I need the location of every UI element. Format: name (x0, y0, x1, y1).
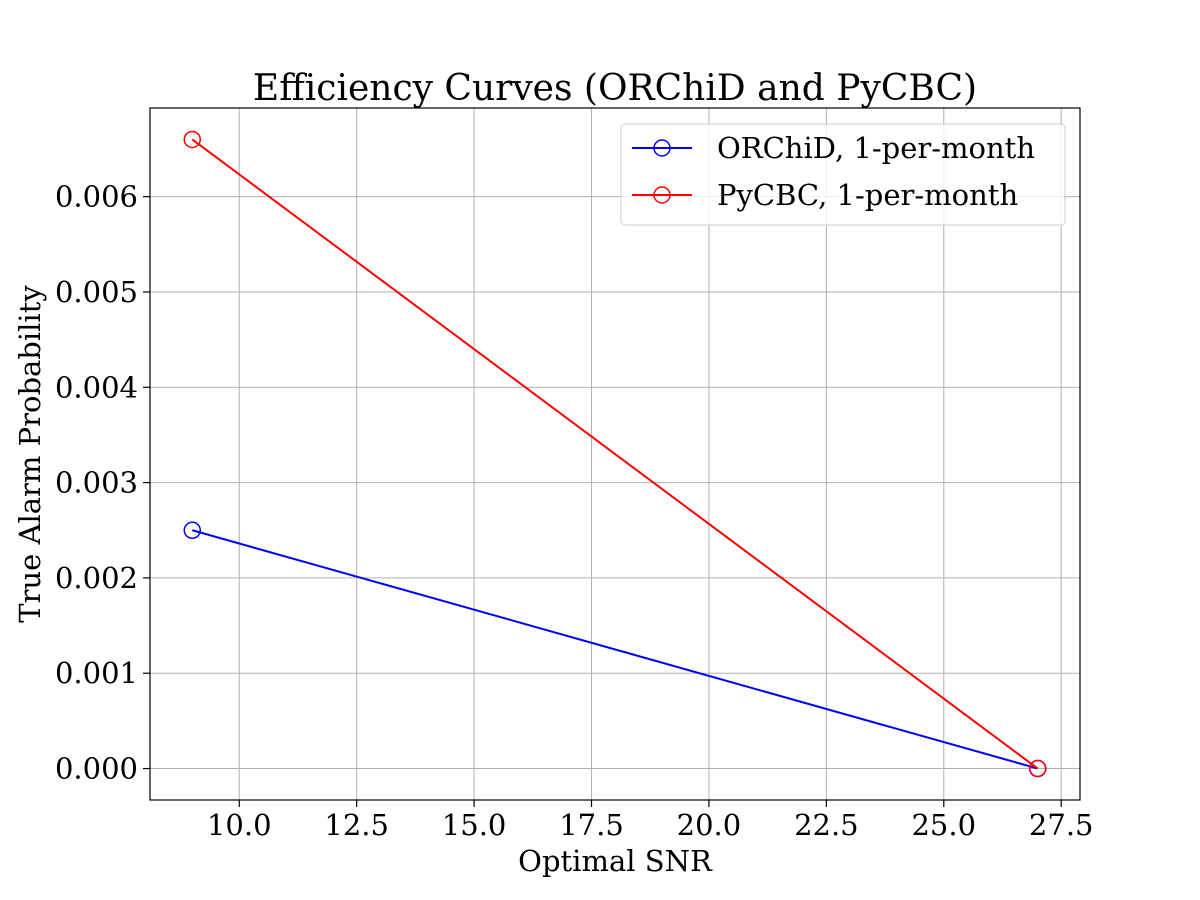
x-tick-label: 22.5 (794, 808, 859, 842)
y-axis-label: True Alarm Probability (13, 285, 47, 623)
series-line (192, 529, 1038, 770)
plot-frame (149, 107, 1081, 801)
legend-box (620, 123, 1066, 226)
x-tick-label: 15.0 (442, 808, 507, 842)
data-point (183, 521, 202, 540)
series-0 (183, 521, 1047, 778)
legend-label: ORChiD, 1-per-month (717, 131, 1035, 165)
x-tick-label: 10.0 (207, 808, 272, 842)
series-layer (183, 130, 1047, 778)
series-line (191, 138, 1039, 770)
chart-title: Efficiency Curves (ORChiD and PyCBC) (253, 68, 977, 109)
data-point (1028, 759, 1047, 778)
y-tick-label: 0.001 (55, 656, 138, 690)
legend-entry: PyCBC, 1-per-month (632, 178, 1018, 212)
y-tick-label: 0.004 (55, 370, 138, 404)
series-1 (183, 130, 1047, 778)
y-tick-label: 0.000 (55, 752, 138, 786)
x-tick-label: 27.5 (1029, 808, 1094, 842)
y-tick-label: 0.003 (55, 466, 138, 500)
y-tick-label: 0.006 (55, 180, 138, 214)
ticks: 10.0 12.5 15.0 17.5 20.0 22.5 25.0 27.5 0.000 0.0… (55, 180, 1094, 842)
x-tick-label: 12.5 (324, 808, 389, 842)
y-tick-label: 0.005 (55, 275, 138, 309)
legend-marker (653, 186, 671, 204)
x-axis-label: Optimal SNR (518, 844, 713, 878)
data-point (183, 130, 202, 149)
legend-entry: ORChiD, 1-per-month (632, 131, 1035, 165)
x-tick-label: 17.5 (559, 808, 624, 842)
legend-label: PyCBC, 1-per-month (717, 178, 1018, 212)
x-tick-label: 20.0 (677, 808, 742, 842)
x-tick-label: 25.0 (911, 808, 976, 842)
legend-marker (653, 139, 671, 157)
y-tick-label: 0.002 (55, 561, 138, 595)
legend: ORChiD, 1-per-month PyCBC, 1-per-month (620, 123, 1066, 226)
